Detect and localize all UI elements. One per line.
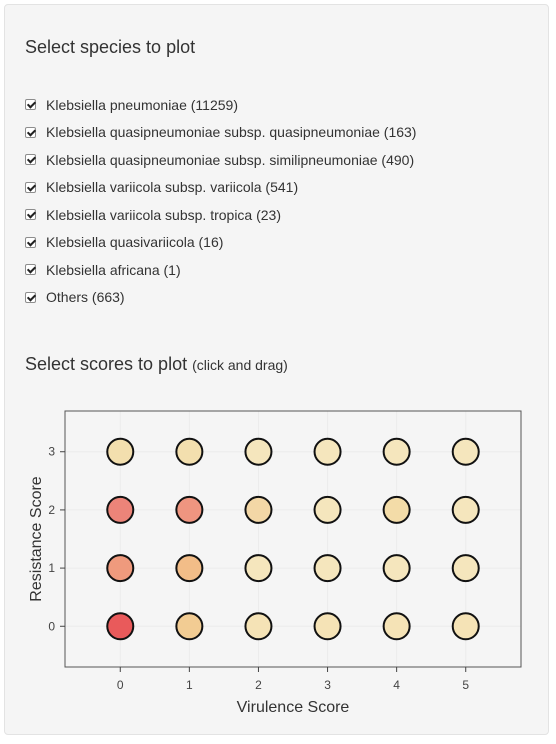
score-point[interactable] [451,612,480,641]
score-point[interactable] [382,554,411,583]
x-tick-label: 0 [117,678,124,692]
x-tick-label: 5 [462,678,469,692]
score-point[interactable] [382,495,411,524]
score-point[interactable] [382,437,411,466]
score-point[interactable] [451,554,480,583]
species-option[interactable]: Klebsiella variicola subsp. variicola (5… [25,174,416,202]
scores-heading: Select scores to plot (click and drag) [25,354,288,375]
score-point[interactable] [106,554,135,583]
species-label: Klebsiella quasivariicola (16) [46,234,224,251]
species-label: Klebsiella variicola subsp. tropica (23) [46,206,281,223]
x-tick-label: 1 [186,678,193,692]
species-option[interactable]: Klebsiella quasivariicola (16) [25,229,416,257]
plot-frame [64,410,522,668]
x-tick-label: 4 [393,678,400,692]
checkbox-checked[interactable] [25,154,36,166]
checkbox-checked[interactable] [25,236,36,248]
species-label: Klebsiella quasipneumoniae subsp. simili… [46,151,415,168]
score-point[interactable] [175,554,204,583]
score-point[interactable] [313,612,342,641]
score-point[interactable] [313,554,342,583]
filter-panel: Select species to plot Klebsiella pneumo… [4,4,549,735]
score-point[interactable] [175,612,204,641]
score-point[interactable] [244,612,273,641]
species-option[interactable]: Klebsiella quasipneumoniae subsp. simili… [25,146,416,174]
checkbox-checked[interactable] [25,99,36,111]
checkbox-checked[interactable] [25,291,36,303]
y-tick-label: 1 [48,561,55,575]
species-label: Klebsiella variicola subsp. variicola (5… [46,179,299,196]
data-points[interactable] [106,437,480,641]
species-option[interactable]: Klebsiella africana (1) [25,256,416,284]
x-tick-label: 3 [324,678,331,692]
score-point[interactable] [175,495,204,524]
y-tick-label: 0 [48,619,55,633]
score-point[interactable] [244,495,273,524]
species-label: Klebsiella africana (1) [46,261,181,278]
score-point[interactable] [382,612,411,641]
species-checkbox-list: Klebsiella pneumoniae (11259) Klebsiella … [25,91,416,311]
checkbox-checked[interactable] [25,209,36,221]
species-option[interactable]: Klebsiella quasipneumoniae subsp. quasip… [25,119,416,147]
x-axis-title: Virulence Score [237,699,350,716]
scores-heading-text: Select scores to plot [25,354,188,374]
checkbox-checked[interactable] [25,181,36,193]
score-point[interactable] [313,437,342,466]
species-option[interactable]: Klebsiella variicola subsp. tropica (23) [25,201,416,229]
species-label: Others (663) [46,289,125,306]
species-label: Klebsiella pneumoniae (11259) [46,96,238,113]
score-point[interactable] [451,437,480,466]
score-point[interactable] [244,437,273,466]
score-scatter-plot[interactable]: 0 1 2 3 4 5 0 1 2 3 Virulence Score Resistance Sc… [5,5,550,736]
species-option[interactable]: Klebsiella pneumoniae (11259) [25,91,416,119]
species-option[interactable]: Others (663) [25,284,416,312]
score-point[interactable] [451,495,480,524]
score-point[interactable] [106,437,135,466]
score-point[interactable] [106,612,135,641]
species-heading: Select species to plot [25,37,196,57]
checkbox-checked[interactable] [25,126,36,138]
y-tick-label: 2 [48,503,55,517]
score-point[interactable] [175,437,204,466]
score-point[interactable] [106,495,135,524]
x-tick-label: 2 [255,678,262,692]
score-point[interactable] [313,495,342,524]
checkbox-checked[interactable] [25,264,36,276]
score-point[interactable] [244,554,273,583]
axis-ticks: 0 1 2 3 4 5 0 1 2 3 [48,445,469,692]
y-axis-title: Resistance Score [28,476,45,601]
y-tick-label: 3 [48,445,55,459]
scores-hint: (click and drag) [192,357,288,373]
species-label: Klebsiella quasipneumoniae subsp. quasip… [46,124,417,141]
